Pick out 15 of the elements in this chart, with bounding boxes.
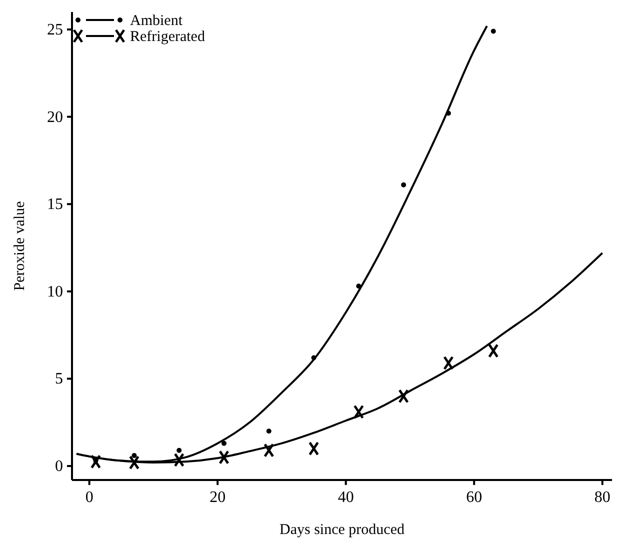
y-axis-title: Peroxide value — [12, 200, 28, 291]
x-tick-label: 60 — [466, 489, 482, 506]
y-tick-label: 0 — [55, 458, 63, 476]
y-tick-label: 25 — [47, 21, 63, 38]
y-tick-label: 10 — [47, 283, 63, 300]
legend-label: Refrigerated — [130, 29, 206, 45]
y-tick-label: 15 — [47, 196, 63, 214]
legend-label: Ambient — [130, 13, 184, 29]
x-tick-label: 20 — [210, 489, 226, 506]
y-tick-label: 5 — [55, 370, 63, 388]
x-tick-label: 40 — [338, 489, 354, 506]
x-axis-title: Days since produced — [280, 522, 405, 538]
x-tick-label: 0 — [85, 489, 94, 506]
y-tick-label: 20 — [47, 108, 63, 126]
x-tick-label: 80 — [594, 489, 610, 506]
